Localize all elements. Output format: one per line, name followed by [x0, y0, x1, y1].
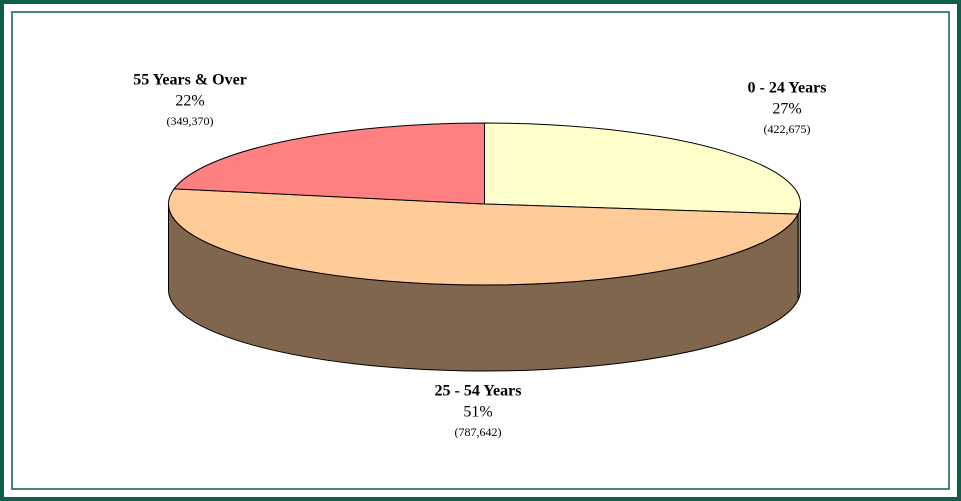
- slice-count: (787,642): [455, 425, 502, 439]
- slice-count: (349,370): [167, 114, 214, 128]
- slice-name: 55 Years & Over: [133, 72, 247, 89]
- pie-slice: [173, 122, 485, 205]
- pie-tops: [168, 122, 801, 286]
- slice-count: (422,675): [764, 122, 811, 136]
- slice-percent: 51%: [463, 404, 492, 421]
- slice-name: 0 - 24 Years: [748, 80, 827, 97]
- pie-labels: 0 - 24 Years 27% (422,675) 25 - 54 Years 51%…: [133, 72, 826, 439]
- pie-slice: [484, 122, 801, 215]
- slice-percent: 27%: [772, 101, 801, 118]
- slice-name: 25 - 54 Years: [435, 383, 522, 400]
- slice-percent: 22%: [175, 93, 204, 110]
- pie-slice: [168, 188, 799, 286]
